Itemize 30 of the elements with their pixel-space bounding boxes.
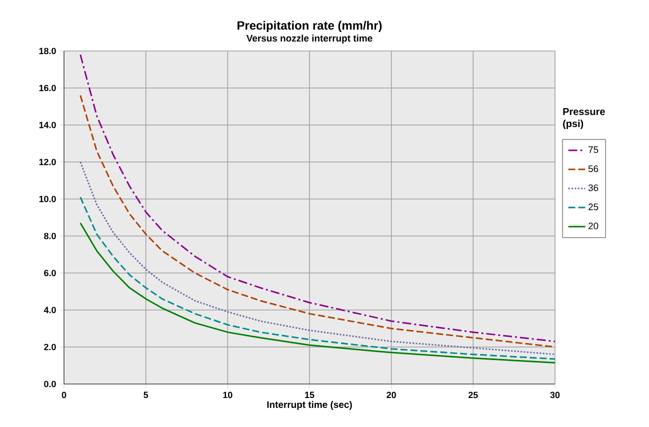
y-tick-label: 6.0 xyxy=(44,270,56,276)
y-tick-label: 4.0 xyxy=(44,306,56,314)
y-tick-label: 10.0 xyxy=(39,196,56,202)
chart-title: Precipitation rate (mm/hr) xyxy=(238,20,382,32)
line-series xyxy=(80,161,556,356)
y-tick-label: 16.0 xyxy=(39,84,56,92)
legend-label: 25 xyxy=(588,204,598,210)
y-tick-label: 0.0 xyxy=(44,380,56,388)
chart-subtitle: Versus nozzle interrupt time xyxy=(246,34,372,44)
x-tick-label: 10 xyxy=(223,392,232,398)
x-tick-label: 30 xyxy=(550,392,560,398)
y-tick-label: 18.0 xyxy=(39,48,56,54)
x-tick-label: 20 xyxy=(386,392,396,398)
y-tick-label: 8.0 xyxy=(44,232,56,240)
legend-label: 20 xyxy=(588,222,598,230)
legend-label: 56 xyxy=(588,165,598,172)
legend-title: Pressure (psi) xyxy=(563,108,605,130)
x-tick-label: 25 xyxy=(468,392,478,398)
y-tick-label: 2.0 xyxy=(44,344,56,350)
y-tick-label: 12.0 xyxy=(39,158,56,166)
x-tick-label: 0 xyxy=(62,392,66,398)
line-series xyxy=(80,222,556,364)
line-series xyxy=(80,196,556,360)
x-axis-title: Interrupt time (sec) xyxy=(267,400,352,410)
legend-label: 75 xyxy=(588,146,598,154)
x-tick-label: 15 xyxy=(305,392,314,398)
x-tick-label: 5 xyxy=(144,392,148,398)
y-tick-label: 14.0 xyxy=(39,122,56,128)
legend-label: 36 xyxy=(588,184,598,192)
line-series xyxy=(80,54,556,342)
